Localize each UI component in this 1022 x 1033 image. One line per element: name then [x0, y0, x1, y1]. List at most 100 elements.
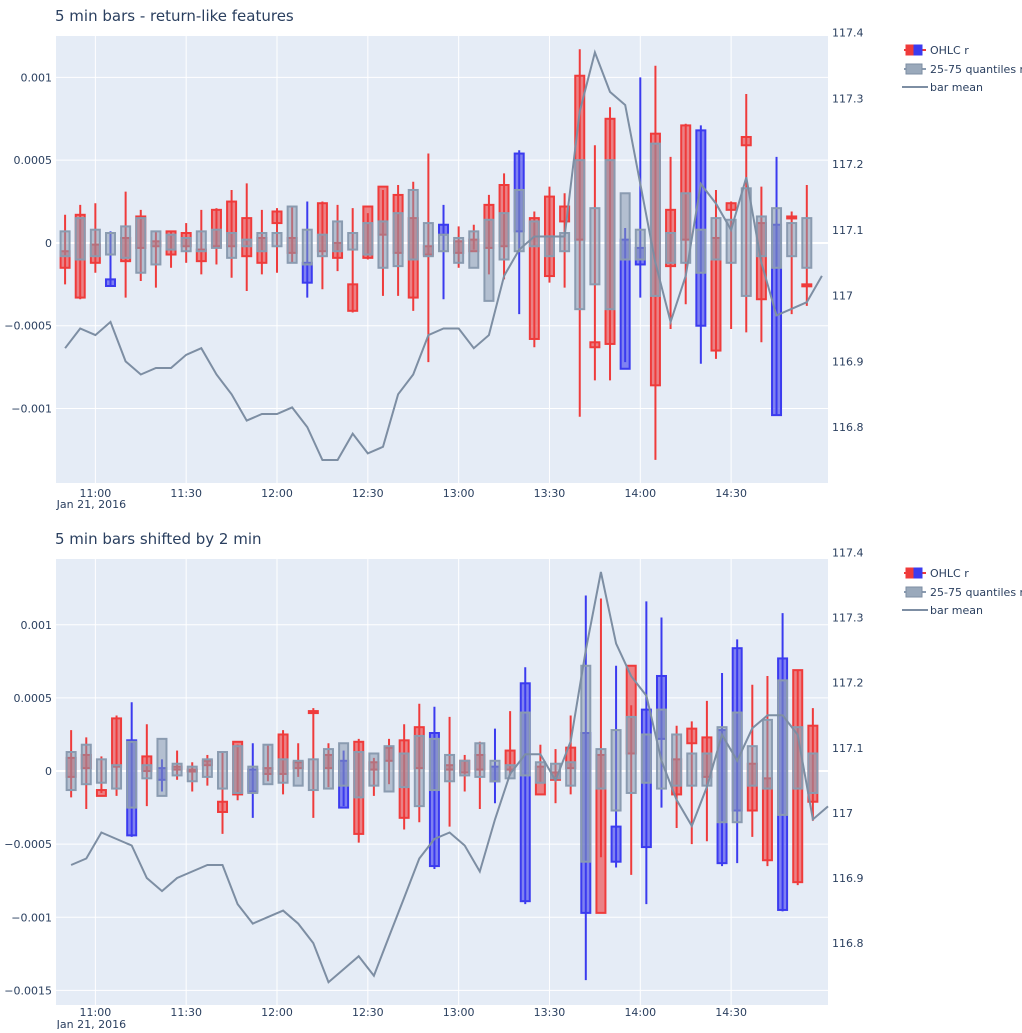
candle-body: [761, 777, 773, 862]
quantile-box: [580, 664, 592, 863]
quantile-box: [716, 726, 728, 824]
legend-ohlc-down-icon: [913, 44, 923, 56]
candle-body: [528, 217, 540, 340]
legend-item-mean[interactable]: bar mean: [902, 81, 983, 94]
legend-item-ohlc[interactable]: OHLC r: [904, 567, 969, 580]
x-tick-label: 13:30: [534, 487, 566, 500]
legend-ohlc-label: OHLC r: [930, 44, 969, 57]
legend-ohlc-label: OHLC r: [930, 567, 969, 580]
y-left-tick-label: 0.001: [21, 619, 53, 632]
legend-item-mean[interactable]: bar mean: [902, 604, 983, 617]
y-left-tick-label: 0.001: [21, 71, 53, 84]
chart-2-legend[interactable]: OHLC r 25-75 quantiles r bar mean: [902, 567, 1022, 617]
legend-quantiles-icon: [905, 586, 923, 598]
quantile-box: [513, 188, 525, 253]
quantile-box: [474, 742, 486, 778]
candle-body: [559, 205, 571, 223]
quantile-box: [786, 222, 798, 258]
legend-ohlc-up-icon: [905, 44, 915, 56]
x-tick-label: 11:00: [80, 1006, 112, 1019]
quantile-box: [695, 228, 707, 274]
chart-1-legend[interactable]: OHLC r 25-75 quantiles r bar mean: [902, 44, 1022, 94]
quantile-box: [74, 217, 86, 261]
quantile-box: [156, 737, 168, 797]
y-right-tick-label: 116.8: [832, 421, 864, 434]
quantile-box: [195, 230, 207, 253]
quantile-box: [120, 225, 132, 259]
quantile-box: [428, 737, 440, 792]
x-tick-label: 12:30: [352, 1006, 384, 1019]
y-right-tick-label: 117.3: [832, 92, 864, 105]
quantile-box: [59, 230, 71, 258]
candle-body: [301, 261, 313, 284]
quantile-box: [483, 218, 495, 302]
x-date-label: Jan 21, 2016: [56, 498, 126, 511]
chart-2-title: 5 min bars shifted by 2 min: [55, 530, 262, 548]
quantile-box: [701, 752, 713, 787]
quantile-box: [413, 734, 425, 808]
legend-item-quantiles[interactable]: 25-75 quantiles r: [904, 63, 1022, 76]
y-left-tick-label: −0.0005: [4, 838, 52, 851]
quantile-box: [777, 679, 789, 816]
candle-body: [686, 727, 698, 745]
quantile-box: [141, 764, 153, 780]
x-date-label: Jan 21, 2016: [56, 1018, 126, 1029]
candle-body: [111, 717, 123, 768]
quantile-box: [649, 142, 661, 297]
quantile-box: [226, 232, 238, 259]
y-right-tick-label: 117.3: [832, 612, 864, 625]
quantile-box: [232, 745, 244, 794]
y-right-tick-label: 116.8: [832, 937, 864, 950]
quantile-box: [307, 758, 319, 792]
y-right-tick-label: 117.4: [832, 546, 864, 559]
quantile-box: [604, 159, 616, 311]
quantile-box: [498, 212, 510, 261]
quantile-box: [150, 230, 162, 266]
bar-mean-line: [64, 49, 823, 461]
quantile-box: [301, 228, 313, 266]
y-left-tick-label: −0.001: [11, 403, 52, 416]
legend-mean-label: bar mean: [930, 604, 983, 617]
quantile-box: [135, 217, 147, 274]
y-left-tick-label: 0.0005: [14, 692, 53, 705]
y-right-tick-label: 117.2: [832, 158, 864, 171]
candle-body: [610, 825, 622, 863]
y-left-tick-label: 0: [45, 237, 52, 250]
x-tick-label: 12:00: [261, 1006, 293, 1019]
candle-body: [428, 732, 440, 868]
y-right-tick-label: 116.9: [832, 872, 864, 885]
candle-body: [589, 341, 601, 349]
x-tick-label: 14:00: [624, 1006, 656, 1019]
y-right-tick-label: 116.9: [832, 355, 864, 368]
quantile-box: [761, 718, 773, 790]
quantile-box: [186, 765, 198, 783]
legend-item-ohlc[interactable]: OHLC r: [904, 44, 969, 57]
quantile-box: [353, 751, 365, 799]
legend-item-quantiles[interactable]: 25-75 quantiles r: [904, 586, 1022, 599]
chart-2: 11:00 11:30 12:00 12:30 13:00 13:30 14:00 14:30…: [4, 546, 864, 1031]
quantile-box: [655, 708, 667, 790]
quantile-box: [104, 232, 116, 256]
quantile-box: [619, 192, 631, 261]
quantile-box: [746, 745, 758, 787]
quantile-box: [801, 217, 813, 269]
x-tick-label: 13:00: [443, 487, 475, 500]
quantile-box: [453, 236, 465, 264]
quantile-box: [65, 751, 77, 792]
quantile-box: [444, 753, 456, 783]
y-right-tick-label: 117.4: [832, 27, 864, 40]
quantile-box: [89, 228, 101, 258]
quantile-box: [625, 715, 637, 794]
quantile-box: [740, 187, 752, 297]
quantile-box: [534, 761, 546, 784]
y-left-tick-label: 0: [45, 765, 52, 778]
quantile-box: [241, 238, 253, 248]
quantile-box: [595, 748, 607, 790]
quantile-box: [362, 222, 374, 256]
quantile-box: [347, 232, 359, 251]
x-tick-label: 12:00: [261, 487, 293, 500]
x-tick-label: 11:00: [80, 487, 112, 500]
quantile-box: [665, 232, 677, 264]
legend-ohlc-up-icon: [905, 567, 915, 579]
